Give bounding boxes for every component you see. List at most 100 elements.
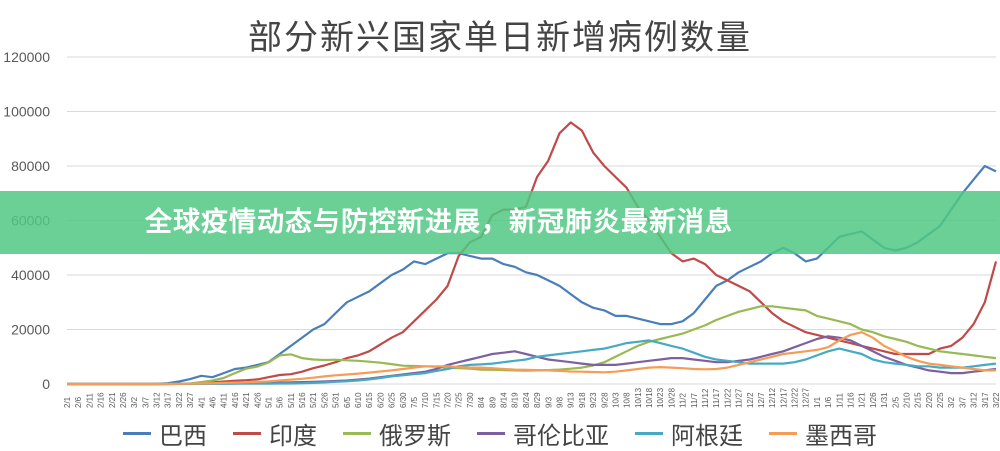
legend-swatch <box>769 431 797 435</box>
chart-legend: 巴西 印度 俄罗斯 哥伦比亚 阿根廷 墨西哥 <box>0 416 1000 451</box>
y-tick-label: 40000 <box>11 267 50 283</box>
x-tick-label: 6/25 <box>388 392 397 408</box>
x-tick-label: 7/20 <box>444 392 453 408</box>
x-tick-label: 9/28 <box>600 392 609 408</box>
x-tick-label: 2/15 <box>914 392 923 408</box>
x-tick-label: 11/2 <box>679 392 688 408</box>
legend-label: 印度 <box>269 421 317 450</box>
legend-label: 巴西 <box>159 421 207 450</box>
legend-item: 阿根廷 <box>635 416 743 451</box>
x-tick-label: 8/19 <box>511 392 520 408</box>
x-tick-label: 4/26 <box>253 392 262 408</box>
x-tick-label: 1/26 <box>869 392 878 408</box>
legend-label: 哥伦比亚 <box>513 421 609 450</box>
x-tick-label: 5/16 <box>298 392 307 408</box>
x-tick-label: 4/6 <box>209 396 218 408</box>
x-tick-label: 12/27 <box>802 387 811 408</box>
x-tick-label: 3/12 <box>970 392 979 408</box>
x-tick-label: 3/22 <box>992 392 1000 408</box>
x-tick-label: 9/18 <box>578 392 587 408</box>
x-tick-label: 10/3 <box>611 392 620 408</box>
x-tick-label: 1/6 <box>824 396 833 408</box>
x-tick-label: 4/21 <box>242 392 251 408</box>
x-tick-label: 10/13 <box>634 387 643 408</box>
x-tick-label: 5/1 <box>264 396 273 408</box>
x-tick-label: 2/6 <box>74 396 83 408</box>
x-tick-label: 4/11 <box>220 392 229 408</box>
x-tick-label: 4/16 <box>231 392 240 408</box>
x-tick-label: 12/2 <box>746 392 755 408</box>
x-tick-label: 8/4 <box>477 396 486 408</box>
legend-swatch <box>477 431 505 435</box>
x-tick-label: 8/14 <box>500 392 509 408</box>
x-tick-label: 7/15 <box>432 392 441 408</box>
legend-item: 巴西 <box>123 416 207 451</box>
x-tick-label: 7/25 <box>455 392 464 408</box>
legend-swatch <box>635 431 663 435</box>
x-tick-label: 3/17 <box>981 392 990 408</box>
y-tick-label: 80000 <box>11 158 50 174</box>
x-tick-label: 6/20 <box>376 392 385 408</box>
x-tick-label: 12/22 <box>791 387 800 408</box>
x-tick-label: 3/2 <box>947 396 956 408</box>
legend-item: 墨西哥 <box>769 416 877 451</box>
legend-label: 墨西哥 <box>805 421 877 450</box>
x-tick-label: 1/16 <box>846 392 855 408</box>
x-tick-label: 10/18 <box>645 387 654 408</box>
x-tick-label: 2/5 <box>891 396 900 408</box>
x-tick-label: 5/21 <box>309 392 318 408</box>
x-tick-label: 1/11 <box>835 392 844 408</box>
x-tick-label: 8/29 <box>533 392 542 408</box>
headline-text: 全球疫情动态与防控新进展，新冠肺炎最新消息 <box>145 207 733 238</box>
y-tick-label: 20000 <box>11 322 50 338</box>
x-tick-label: 2/26 <box>119 392 128 408</box>
y-tick-label: 120000 <box>3 49 50 65</box>
x-tick-label: 10/23 <box>656 387 665 408</box>
x-tick-label: 6/30 <box>399 392 408 408</box>
x-tick-label: 12/17 <box>779 387 788 408</box>
x-tick-label: 1/31 <box>880 392 889 408</box>
x-tick-label: 10/28 <box>667 387 676 408</box>
x-tick-label: 6/15 <box>365 392 374 408</box>
x-tick-label: 11/7 <box>690 392 699 408</box>
x-tick-label: 8/9 <box>488 396 497 408</box>
legend-swatch <box>233 431 261 435</box>
x-tick-label: 9/8 <box>555 396 564 408</box>
x-tick-label: 11/17 <box>712 388 721 408</box>
x-tick-label: 7/30 <box>466 392 475 408</box>
x-tick-label: 2/21 <box>108 392 117 408</box>
legend-swatch <box>123 431 151 435</box>
legend-item: 印度 <box>233 416 317 451</box>
x-tick-label: 12/7 <box>757 392 766 408</box>
y-tick-label: 0 <box>42 376 50 392</box>
x-tick-label: 7/10 <box>421 392 430 408</box>
x-tick-label: 6/5 <box>343 396 352 408</box>
x-tick-label: 8/24 <box>522 392 531 408</box>
x-tick-label: 2/16 <box>97 392 106 408</box>
legend-label: 阿根廷 <box>671 421 743 450</box>
legend-item: 俄罗斯 <box>343 416 451 451</box>
x-tick-label: 9/23 <box>589 392 598 408</box>
x-tick-label: 5/26 <box>320 392 329 408</box>
x-tick-label: 7/5 <box>410 396 419 408</box>
x-tick-label: 6/10 <box>354 392 363 408</box>
x-tick-label: 2/20 <box>925 392 934 408</box>
legend-swatch <box>343 431 371 435</box>
chart-title: 部分新兴国家单日新增病例数量 <box>248 18 752 58</box>
legend-label: 俄罗斯 <box>379 421 451 450</box>
x-tick-label: 3/12 <box>153 392 162 408</box>
x-tick-label: 2/1 <box>63 396 72 408</box>
x-tick-label: 10/8 <box>623 392 632 408</box>
x-tick-label: 12/12 <box>768 387 777 408</box>
x-tick-label: 11/22 <box>723 388 732 408</box>
x-tick-label: 5/6 <box>276 396 285 408</box>
x-tick-label: 3/22 <box>175 392 184 408</box>
x-tick-label: 2/11 <box>85 392 94 408</box>
x-tick-label: 3/7 <box>141 396 150 408</box>
headline-banner: 全球疫情动态与防控新进展，新冠肺炎最新消息 <box>0 191 1000 254</box>
x-tick-label: 2/25 <box>936 392 945 408</box>
series-line-5 <box>67 331 996 386</box>
x-tick-label: 11/27 <box>735 388 744 408</box>
x-tick-label: 3/2 <box>130 396 139 408</box>
x-tick-label: 3/7 <box>958 396 967 408</box>
